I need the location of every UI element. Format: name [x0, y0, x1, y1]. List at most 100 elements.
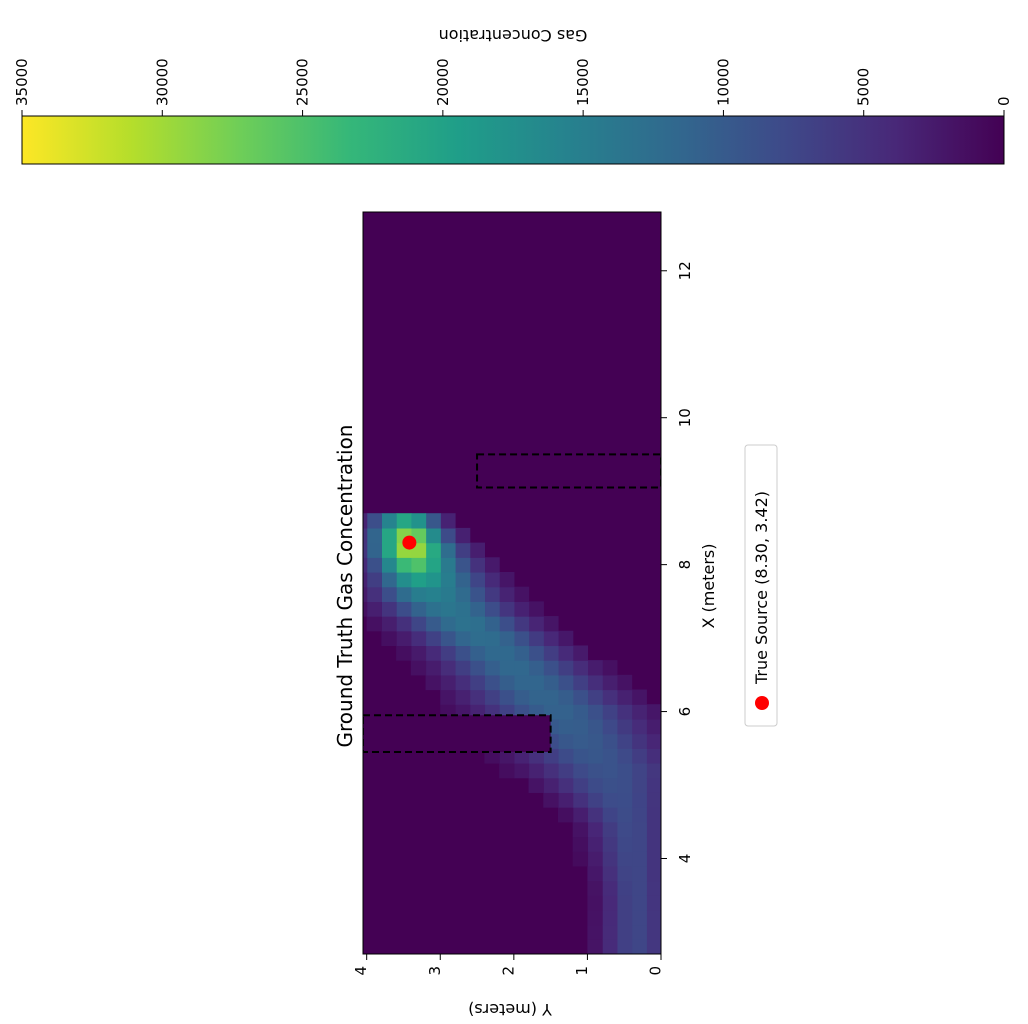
- heatmap-cell: [587, 851, 603, 867]
- y-tick-label: 2: [499, 966, 517, 976]
- heatmap-cell: [587, 704, 603, 720]
- heatmap-cell: [469, 542, 486, 558]
- heatmap-cell: [528, 601, 544, 617]
- colorbar-tick-label: 5000: [855, 68, 873, 106]
- heatmap-cell: [587, 660, 603, 676]
- heatmap-cell: [631, 792, 647, 808]
- heatmap-cell: [572, 660, 589, 676]
- heatmap-cell: [572, 807, 589, 823]
- heatmap-cell: [425, 557, 441, 573]
- obstacle: [476, 453, 661, 489]
- heatmap-cell: [499, 660, 515, 676]
- x-tick-label: 10: [676, 408, 694, 427]
- heatmap-cell: [646, 895, 661, 911]
- heatmap-cell: [425, 571, 441, 588]
- heatmap-cell: [469, 689, 486, 705]
- heatmap-cell: [587, 880, 603, 896]
- heatmap-cell: [557, 718, 574, 735]
- heatmap-cell: [410, 601, 427, 617]
- heatmap-cell: [616, 836, 633, 852]
- heatmap-cell: [528, 762, 544, 779]
- heatmap-cell: [602, 733, 618, 749]
- heatmap-cell: [602, 924, 618, 940]
- heatmap-cell: [631, 762, 647, 779]
- legend-box: [744, 444, 778, 727]
- heatmap-cell: [528, 630, 544, 647]
- heatmap-cell: [587, 733, 603, 749]
- heatmap-cell: [572, 762, 589, 779]
- heatmap-cell: [616, 865, 633, 882]
- heatmap-cell: [454, 601, 471, 617]
- heatmap-cell: [381, 601, 397, 617]
- heatmap-cell: [602, 674, 618, 691]
- heatmap-cell: [557, 748, 574, 764]
- heatmap-cell: [363, 557, 368, 573]
- heatmap-cell: [528, 645, 544, 661]
- heatmap-cell: [646, 748, 661, 764]
- heatmap-cell: [528, 616, 544, 632]
- heatmap-cell: [602, 821, 618, 838]
- heatmap-cell: [557, 807, 574, 823]
- heatmap-cell: [469, 571, 486, 588]
- heatmap-cell: [572, 792, 589, 808]
- heatmap-cell: [440, 557, 456, 573]
- heatmap-cell: [363, 571, 368, 588]
- heatmap-cell: [454, 645, 471, 661]
- heatmap-cell: [616, 909, 633, 926]
- colorbar-tick-label: 30000: [153, 58, 171, 106]
- heatmap-cell: [631, 821, 647, 838]
- heatmap-cell: [543, 645, 559, 661]
- heatmap-cell: [587, 909, 603, 926]
- heatmap-cell: [557, 704, 574, 720]
- heatmap-cell: [396, 586, 412, 602]
- heatmap-cell: [572, 851, 589, 867]
- heatmap-cell: [602, 748, 618, 764]
- heatmap-cell: [543, 674, 559, 691]
- heatmap-cell: [572, 674, 589, 691]
- colorbar: [21, 115, 1005, 165]
- heatmap-cell: [602, 660, 618, 676]
- heatmap-cell: [616, 792, 633, 808]
- heatmap-cell: [484, 601, 500, 617]
- heatmap-cell: [616, 762, 633, 779]
- heatmap-cell: [484, 689, 500, 705]
- true-source-marker: [402, 535, 417, 550]
- heatmap-cell: [410, 557, 427, 573]
- heatmap-cell: [602, 777, 618, 793]
- heatmap-cell: [454, 586, 471, 602]
- heatmap-cell: [572, 704, 589, 720]
- heatmap-cell: [602, 939, 618, 954]
- heatmap-cell: [396, 616, 412, 632]
- heatmap-cell: [363, 513, 368, 529]
- heatmap-cell: [454, 630, 471, 647]
- heatmap-cell: [602, 851, 618, 867]
- heatmap-cell: [616, 895, 633, 911]
- obstacles: [363, 453, 661, 753]
- heatmap-cell: [513, 674, 530, 691]
- heatmap-cell: [454, 527, 471, 544]
- heatmap-cell: [499, 586, 515, 602]
- obstacle: [363, 714, 552, 753]
- heatmap-cell: [587, 895, 603, 911]
- heatmap-cell: [631, 909, 647, 926]
- heatmap-cell: [381, 542, 397, 558]
- heatmap-cell: [469, 674, 486, 691]
- heatmap-cell: [410, 630, 427, 647]
- heatmap-cell: [513, 660, 530, 676]
- heatmap-cell: [425, 513, 441, 529]
- heatmap-cell: [557, 777, 574, 793]
- heatmap-cell: [469, 557, 486, 573]
- y-tick-label: 3: [426, 966, 444, 976]
- heatmap-cell: [646, 792, 661, 808]
- heatmap-cell: [499, 630, 515, 647]
- legend-marker: [755, 696, 769, 710]
- heatmap-cell: [543, 792, 559, 808]
- heatmap-cell: [543, 616, 559, 632]
- heatmap-cell: [587, 821, 603, 838]
- heatmap-cell: [396, 513, 412, 529]
- heatmap-cell: [587, 924, 603, 940]
- heatmap-cell: [631, 939, 647, 954]
- heatmap-cell: [631, 895, 647, 911]
- heatmap-cell: [484, 674, 500, 691]
- heatmap-cell: [469, 645, 486, 661]
